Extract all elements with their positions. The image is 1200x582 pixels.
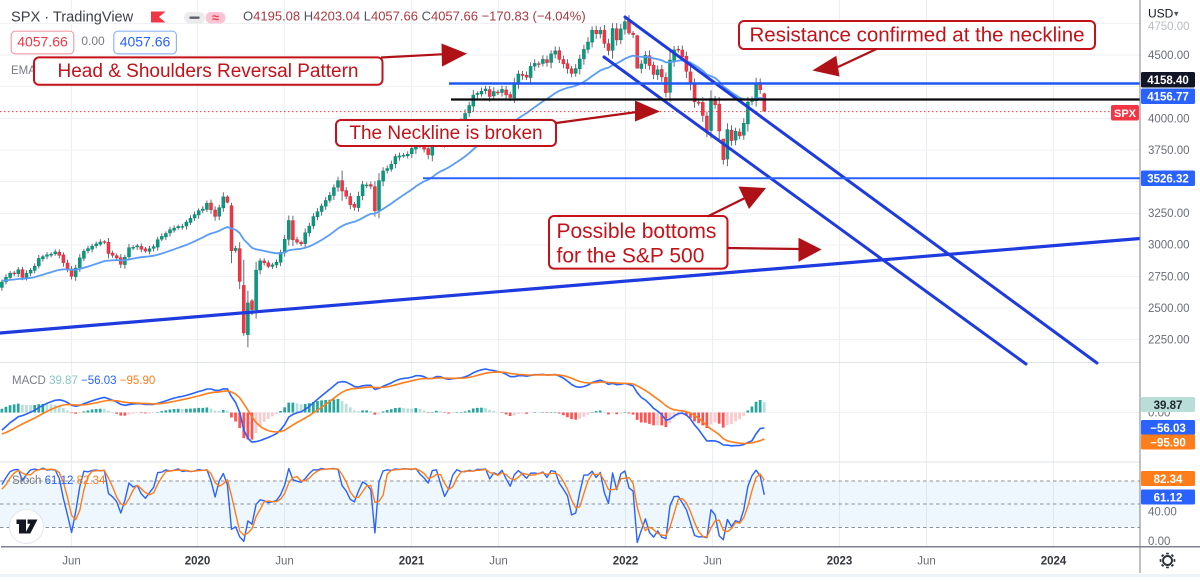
svg-text:2250.00: 2250.00 [1148, 335, 1190, 347]
svg-text:Possible bottoms: Possible bottoms [557, 220, 717, 243]
svg-text:MACD 39.87 −56.03 −95.90: MACD 39.87 −56.03 −95.90 [12, 375, 155, 387]
svg-text:4156.77: 4156.77 [1147, 92, 1189, 104]
svg-text:4000.00: 4000.00 [1148, 114, 1190, 126]
svg-text:4500.00: 4500.00 [1148, 50, 1190, 62]
svg-text:2750.00: 2750.00 [1148, 272, 1190, 284]
svg-text:40.00: 40.00 [1148, 507, 1177, 519]
svg-text:4750.00: 4750.00 [1148, 21, 1190, 33]
svg-text:4057.66: 4057.66 [120, 34, 171, 50]
svg-text:0.00: 0.00 [81, 34, 105, 48]
svg-text:−56.03: −56.03 [1150, 423, 1186, 435]
svg-text:Jun: Jun [275, 556, 294, 568]
svg-text:Resistance confirmed at the ne: Resistance confirmed at the neckline [749, 24, 1084, 47]
svg-text:for the S&P 500: for the S&P 500 [557, 245, 705, 268]
svg-text:−95.90: −95.90 [1150, 438, 1186, 450]
svg-text:3750.00: 3750.00 [1148, 145, 1190, 157]
svg-text:USD: USD [1148, 7, 1174, 21]
svg-text:SPX · TradingView: SPX · TradingView [11, 10, 134, 26]
svg-text:≈: ≈ [212, 10, 219, 25]
svg-text:2022: 2022 [613, 556, 639, 568]
svg-text:3000.00: 3000.00 [1148, 240, 1190, 252]
svg-text:3526.32: 3526.32 [1147, 174, 1189, 186]
svg-text:O4195.08 H4203.04 L4057.66 C40: O4195.08 H4203.04 L4057.66 C4057.66 −170… [243, 9, 586, 24]
svg-text:The Neckline is broken: The Neckline is broken [349, 123, 542, 144]
svg-text:Jun: Jun [917, 556, 936, 568]
svg-text:0.00: 0.00 [1148, 536, 1170, 548]
svg-text:Jun: Jun [703, 556, 722, 568]
svg-text:39.87: 39.87 [1154, 400, 1183, 412]
svg-text:Head & Shoulders Reversal Patt: Head & Shoulders Reversal Pattern [58, 61, 359, 82]
svg-text:EMA: EMA [11, 65, 36, 77]
svg-text:61.12: 61.12 [1154, 493, 1183, 505]
svg-text:SPX: SPX [1114, 108, 1137, 120]
svg-text:▾: ▾ [1174, 9, 1179, 19]
svg-text:4158.40: 4158.40 [1147, 75, 1189, 87]
svg-text:3250.00: 3250.00 [1148, 208, 1190, 220]
svg-text:2024: 2024 [1041, 556, 1067, 568]
svg-text:2023: 2023 [827, 556, 853, 568]
svg-text:82.34: 82.34 [1154, 474, 1183, 486]
svg-text:Jun: Jun [62, 556, 81, 568]
svg-text:4057.66: 4057.66 [17, 34, 68, 50]
svg-text:Stoch 61.12 82.34: Stoch 61.12 82.34 [12, 475, 106, 487]
svg-text:2020: 2020 [185, 556, 211, 568]
svg-text:2500.00: 2500.00 [1148, 303, 1190, 315]
svg-text:2021: 2021 [399, 556, 425, 568]
svg-text:Jun: Jun [489, 556, 508, 568]
